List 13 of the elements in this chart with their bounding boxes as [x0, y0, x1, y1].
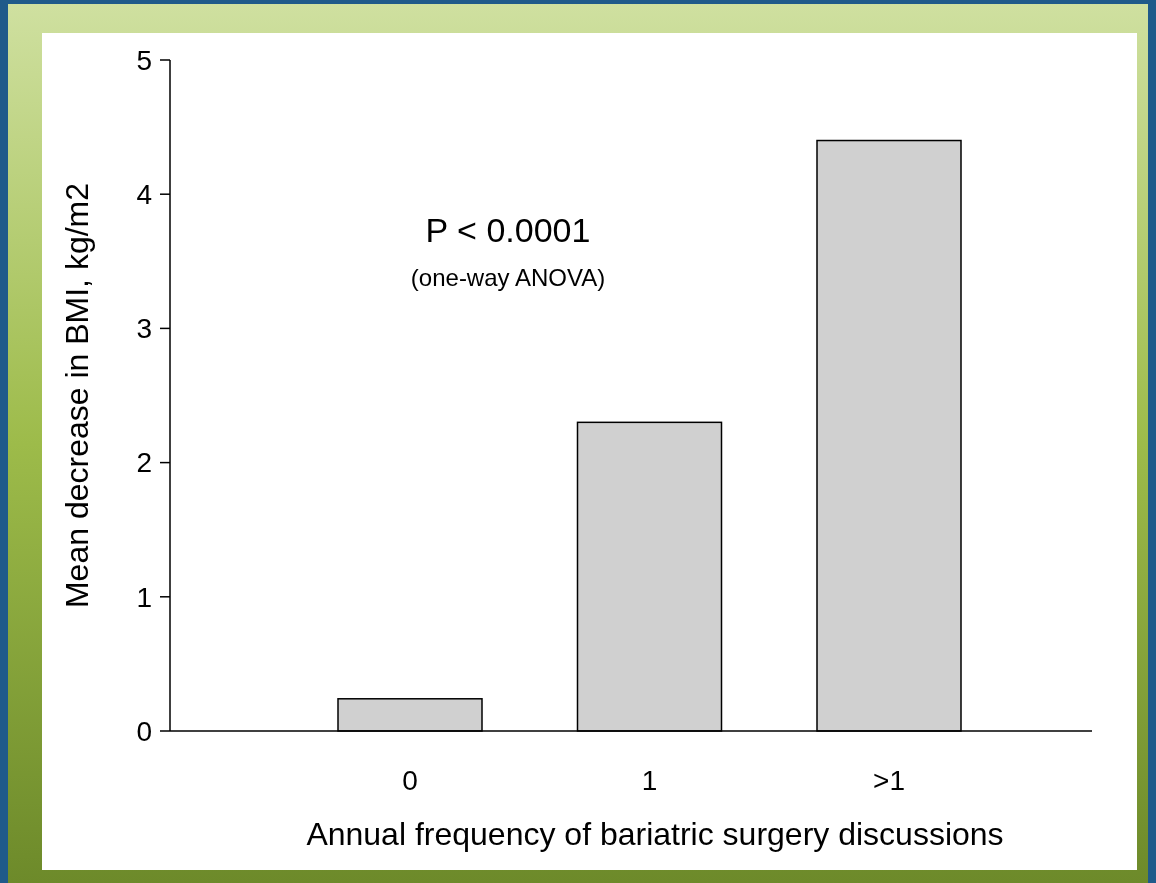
x-axis-title: Annual frequency of bariatric surgery discussions — [306, 816, 1004, 852]
y-axis-title: Mean decrease in BMI, kg/m2 — [59, 182, 95, 609]
x-tick-label: 0 — [402, 765, 418, 796]
y-tick-label: 3 — [136, 313, 152, 345]
y-tick-label: 4 — [136, 179, 152, 210]
annotation: P < 0.0001 — [425, 211, 591, 249]
annotation: (one-way ANOVA) — [410, 264, 606, 291]
y-tick-label: 0 — [136, 715, 152, 747]
x-tick-label: 1 — [641, 765, 658, 796]
x-tick-label: >1 — [873, 765, 905, 796]
y-tick-label: 1 — [136, 581, 152, 613]
y-tick-label: 5 — [136, 44, 152, 76]
y-tick-label: 2 — [136, 447, 152, 479]
